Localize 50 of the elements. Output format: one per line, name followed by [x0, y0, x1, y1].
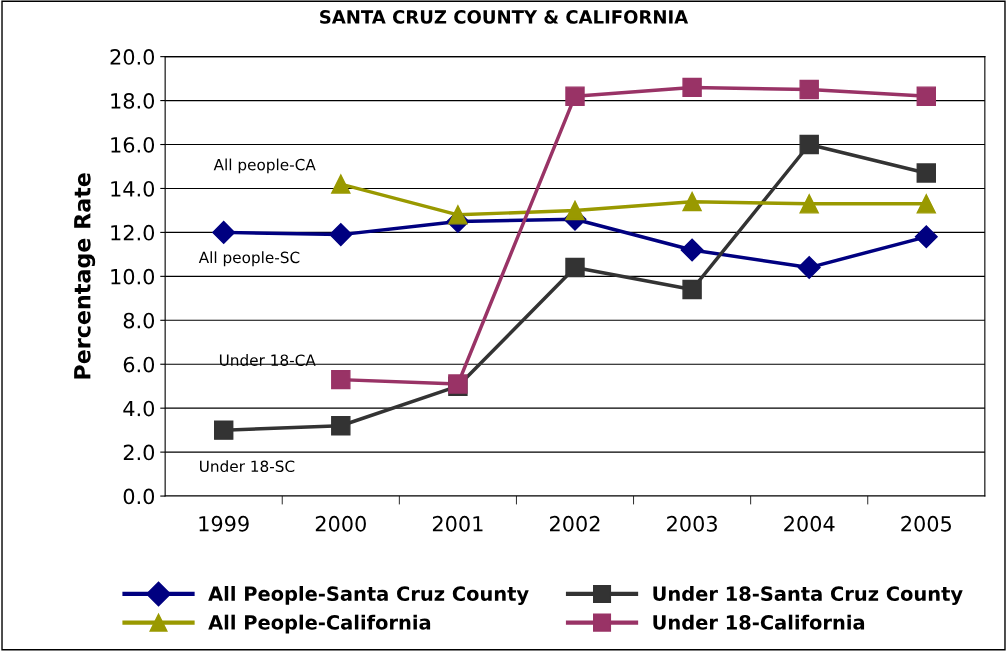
x-tick-label: 2002: [550, 515, 600, 532]
y-axis-title: Percentage Rate: [74, 173, 96, 379]
point: [682, 279, 702, 300]
point: [799, 194, 819, 214]
x-tick-label: 2005: [901, 515, 951, 532]
y-tick-label: 16.0: [111, 136, 155, 153]
point: [329, 223, 353, 247]
point: [914, 225, 938, 249]
point: [797, 256, 821, 280]
point: [565, 86, 585, 106]
point: [916, 194, 937, 214]
annotation: All people-SC: [198, 251, 300, 267]
point: [565, 257, 585, 278]
x-tick-label: 2003: [667, 515, 717, 532]
point: [213, 420, 234, 440]
point: [680, 238, 704, 262]
y-tick-label: 8.0: [123, 312, 155, 329]
y-tick-label: 2.0: [123, 444, 155, 461]
y-tick-label: 4.0: [123, 400, 155, 417]
point: [331, 369, 351, 390]
y-tick-label: 14.0: [111, 180, 155, 197]
point: [448, 205, 468, 225]
point: [916, 86, 937, 106]
annotation: All people-CA: [213, 158, 316, 174]
y-tick-label: 20.0: [110, 49, 155, 65]
point: [916, 163, 937, 183]
x-tick-label: 1999: [199, 515, 249, 532]
point: [682, 191, 702, 212]
x-tick-label: 2004: [784, 515, 835, 532]
x-tick-label: 2001: [432, 515, 483, 532]
point: [331, 174, 351, 194]
point: [799, 79, 819, 100]
y-tick-label: 18.0: [111, 93, 155, 109]
y-tick-label: 6.0: [123, 356, 155, 373]
legend-label: All People-Santa Cruz County: [208, 585, 529, 605]
x-tick-label: 2000: [315, 515, 366, 532]
y-tick-label: 0.0: [123, 488, 155, 505]
point: [682, 77, 702, 98]
legend-label: Under 18-California: [653, 614, 865, 630]
legend-label: All People-California: [208, 614, 431, 634]
annotation: Under 18-SC: [200, 460, 295, 473]
chart-title: SANTA CRUZ COUNTY & CALIFORNIA: [320, 10, 689, 24]
annotation: Under 18-CA: [219, 354, 316, 366]
point: [799, 134, 819, 155]
point: [565, 200, 585, 221]
legend-label: Under 18-Santa Cruz County: [653, 585, 963, 605]
point: [212, 220, 236, 244]
y-tick-label: 12.0: [111, 224, 155, 241]
y-tick-label: 10.0: [111, 268, 155, 285]
point: [331, 416, 351, 436]
